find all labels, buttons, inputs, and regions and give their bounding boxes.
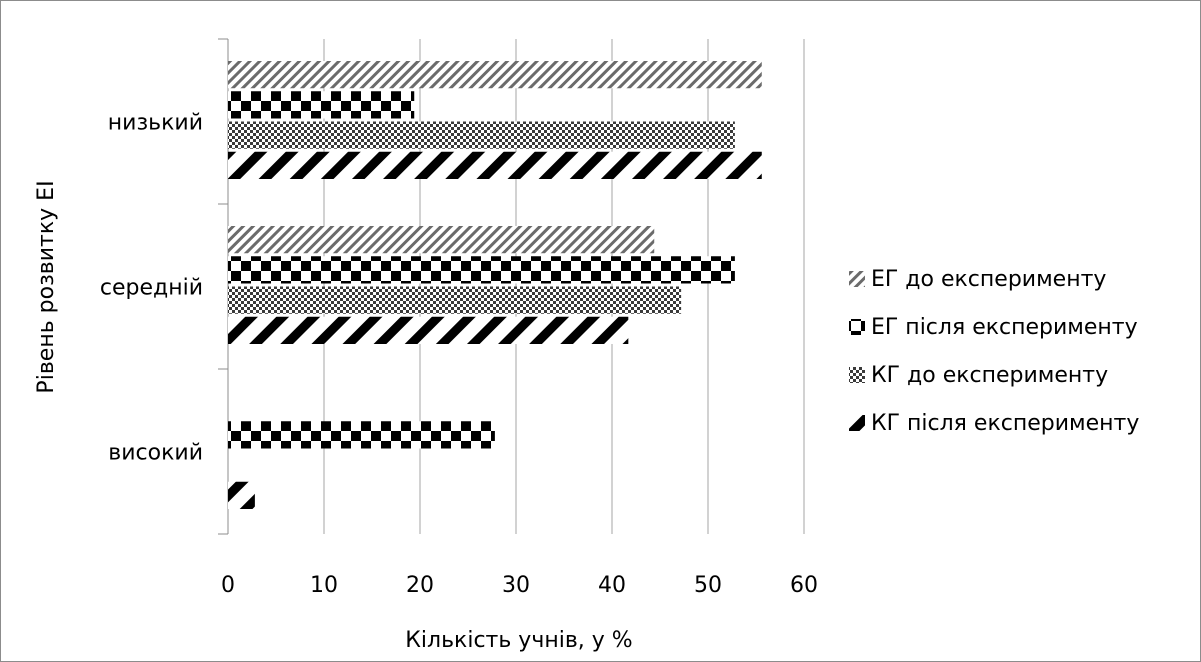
category-label: середній (100, 276, 203, 301)
axis-labels: 0 10 20 30 40 50 60 низький середній високий (100, 111, 818, 599)
bar (228, 121, 735, 149)
bar (228, 226, 655, 254)
x-tick-label: 10 (310, 573, 338, 598)
legend-label: ЕГ до експерименту (871, 267, 1106, 292)
bars (228, 61, 762, 509)
bar (228, 256, 735, 284)
bar (228, 316, 629, 344)
legend-swatch (849, 319, 865, 335)
bar (228, 91, 415, 119)
legend-label: КГ після експерименту (871, 411, 1139, 436)
x-tick-label: 0 (221, 573, 235, 598)
x-tick-label: 30 (502, 573, 530, 598)
bar (228, 61, 762, 89)
x-tick-label: 40 (598, 573, 626, 598)
x-tick-label: 60 (790, 573, 818, 598)
bar (228, 151, 762, 179)
bar (228, 481, 255, 509)
y-axis-title: Рівень розвитку ЕІ (34, 180, 59, 393)
bar (228, 286, 682, 314)
category-label: високий (108, 441, 203, 466)
axes (218, 38, 229, 535)
x-tick-label: 20 (406, 573, 434, 598)
legend: ЕГ до експерименту ЕГ після експерименту К… (849, 267, 1139, 436)
category-label: низький (108, 111, 203, 136)
legend-swatch (849, 271, 865, 287)
x-tick-label: 50 (694, 573, 722, 598)
legend-label: КГ до експерименту (871, 363, 1108, 388)
legend-label: ЕГ після експерименту (871, 315, 1138, 340)
legend-swatch (849, 415, 865, 431)
bar (228, 421, 495, 449)
legend-swatch (849, 367, 865, 383)
x-axis-title: Кількість учнів, у % (405, 628, 632, 653)
